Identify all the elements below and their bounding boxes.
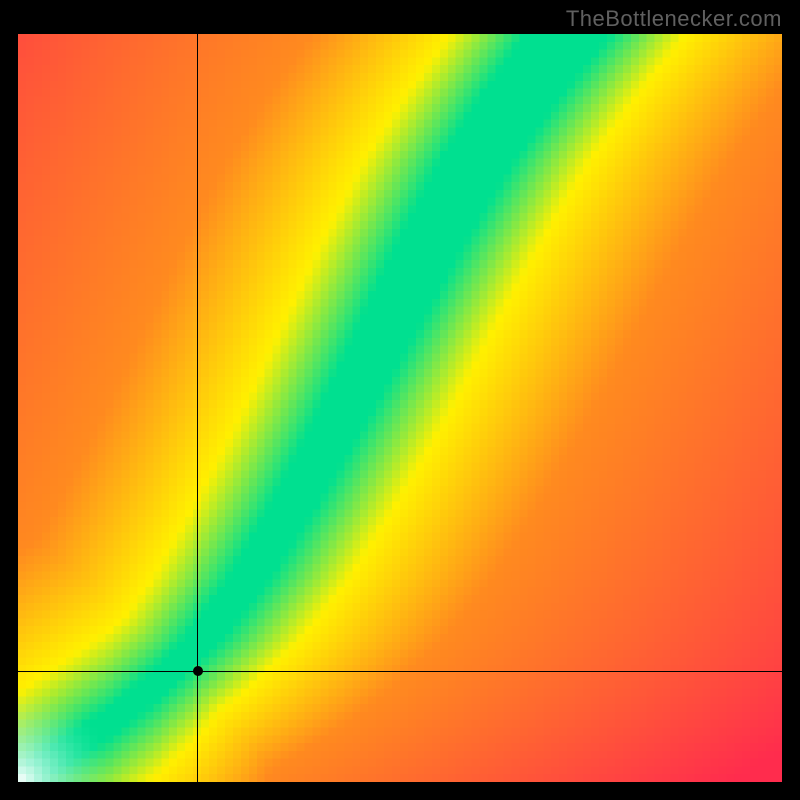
crosshair-horizontal [18,671,782,672]
chart-area [18,34,782,782]
crosshair-dot [193,666,203,676]
watermark-text: TheBottlenecker.com [566,6,782,32]
root: TheBottlenecker.com [0,0,800,800]
